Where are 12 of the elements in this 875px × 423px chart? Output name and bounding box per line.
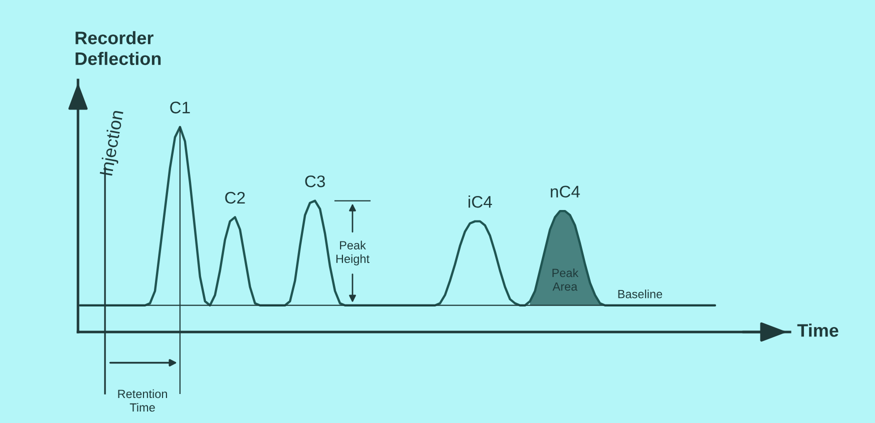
x-axis-title: Time [797, 324, 838, 337]
annotation: C3 [305, 175, 325, 188]
annotation: Peak Height [336, 240, 370, 266]
annotation: Injection [99, 110, 127, 176]
annotation: C2 [225, 192, 245, 204]
text: Retention Time [118, 389, 168, 412]
annotation: Peak Area [552, 268, 578, 291]
ref-line-label: Baseline [618, 290, 662, 298]
annotation: iC4 [468, 196, 492, 208]
annotation: nC4 [550, 186, 580, 198]
y-axis-title: Recorder Deflection [76, 31, 161, 66]
text: C1 [170, 102, 190, 114]
